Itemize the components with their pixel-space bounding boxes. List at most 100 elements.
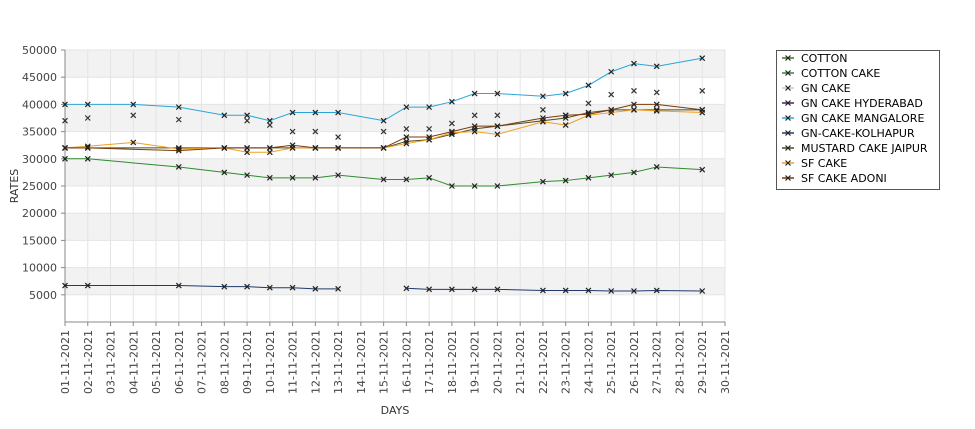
legend-marker	[785, 160, 791, 166]
data-point	[653, 89, 660, 96]
legend-item: GN-CAKE-KOLHAPUR	[782, 127, 915, 140]
background-band	[65, 213, 725, 241]
x-tick-label: 26-11-2021	[628, 330, 641, 394]
data-point	[585, 287, 592, 294]
legend-label: MUSTARD CAKE JAIPUR	[801, 142, 928, 155]
data-point	[403, 125, 410, 132]
x-tick-label: 16-11-2021	[400, 330, 413, 394]
x-tick-label: 02-11-2021	[82, 330, 95, 394]
y-tick-label: 15000	[22, 234, 57, 247]
data-point	[84, 101, 91, 108]
data-point	[653, 287, 660, 294]
series-lines	[62, 55, 706, 294]
series-cotton-cake	[62, 155, 706, 189]
x-tick-label: 18-11-2021	[446, 330, 459, 394]
data-point	[585, 82, 592, 89]
series-gn-cake-mangalore	[62, 55, 706, 124]
x-tick-label: 30-11-2021	[719, 330, 732, 394]
x-axis-ticks: 01-11-2021 02-11-2021 03-11-2021 04-11-2021…	[59, 322, 732, 394]
data-point	[448, 286, 455, 293]
data-point	[62, 101, 68, 108]
x-tick-label: 03-11-2021	[105, 330, 118, 394]
data-point	[608, 68, 615, 75]
legend-label: SF CAKE	[801, 157, 847, 170]
legend-marker	[785, 100, 791, 106]
legend-label: GN CAKE	[801, 82, 851, 95]
data-point	[244, 283, 250, 290]
data-point	[653, 106, 660, 113]
x-tick-label: 27-11-2021	[651, 330, 664, 394]
data-point	[471, 90, 478, 97]
data-point	[130, 101, 137, 108]
legend-label: GN-CAKE-KOLHAPUR	[801, 127, 915, 140]
data-point	[631, 288, 637, 294]
legend-item: GN CAKE HYDERABAD	[782, 97, 923, 110]
legend-item: MUSTARD CAKE JAIPUR	[782, 142, 928, 155]
data-point	[289, 128, 296, 135]
data-point	[289, 109, 296, 116]
background-band	[65, 158, 725, 186]
data-point	[608, 172, 615, 179]
data-point	[266, 174, 273, 181]
data-point	[653, 108, 660, 114]
x-tick-label: 15-11-2021	[378, 330, 391, 394]
data-point	[471, 183, 478, 189]
data-point	[448, 98, 455, 105]
data-point	[540, 178, 546, 185]
data-point	[84, 282, 91, 289]
data-point	[130, 112, 137, 119]
data-point	[244, 144, 250, 151]
x-tick-label: 29-11-2021	[696, 330, 709, 394]
data-point	[266, 117, 273, 124]
data-point	[631, 169, 637, 176]
data-point	[699, 288, 706, 294]
x-tick-label: 14-11-2021	[355, 330, 368, 394]
series-gn-cake-kolhapur	[62, 282, 706, 294]
legend-item: GN CAKE	[782, 82, 851, 95]
data-point	[244, 117, 250, 124]
data-point	[403, 176, 410, 183]
data-point	[312, 128, 319, 135]
data-point	[403, 104, 410, 111]
legend-item: COTTON	[782, 52, 847, 65]
data-point	[403, 140, 410, 147]
data-point	[130, 139, 137, 146]
data-point	[244, 172, 250, 179]
data-point	[266, 122, 273, 128]
data-point	[562, 177, 569, 184]
x-tick-label: 07-11-2021	[196, 330, 209, 394]
data-point	[62, 282, 68, 289]
grid-lines	[64, 49, 726, 322]
data-point	[62, 155, 68, 162]
data-point	[540, 93, 546, 100]
y-tick-label: 20000	[22, 207, 57, 220]
legend-marker	[785, 175, 791, 181]
data-point	[631, 101, 637, 108]
data-point	[426, 286, 433, 293]
data-point	[266, 149, 273, 156]
data-point	[244, 112, 250, 119]
data-point	[494, 112, 501, 119]
data-point	[471, 112, 478, 119]
legend-label: COTTON CAKE	[801, 67, 880, 80]
data-point	[244, 149, 250, 156]
x-tick-label: 11-11-2021	[287, 330, 300, 394]
legend-label: COTTON	[801, 52, 847, 65]
x-tick-label: 28-11-2021	[673, 330, 686, 394]
x-tick-label: 13-11-2021	[332, 330, 345, 394]
legend-label: SF CAKE ADONI	[801, 172, 887, 185]
y-tick-label: 10000	[22, 262, 57, 275]
y-tick-label: 40000	[22, 98, 57, 111]
legend-label: GN CAKE MANGALORE	[801, 112, 924, 125]
data-point	[380, 176, 387, 183]
legend: COTTON COTTON CAKE GN CAKE GN CAKE HYDERABA…	[776, 50, 940, 190]
legend-marker	[785, 115, 791, 121]
data-point	[266, 144, 273, 151]
data-point	[448, 183, 455, 189]
data-point	[471, 123, 478, 130]
data-point	[585, 174, 592, 181]
legend-item: SF CAKE ADONI	[782, 172, 887, 185]
data-point	[562, 90, 569, 97]
background-band	[65, 104, 725, 132]
